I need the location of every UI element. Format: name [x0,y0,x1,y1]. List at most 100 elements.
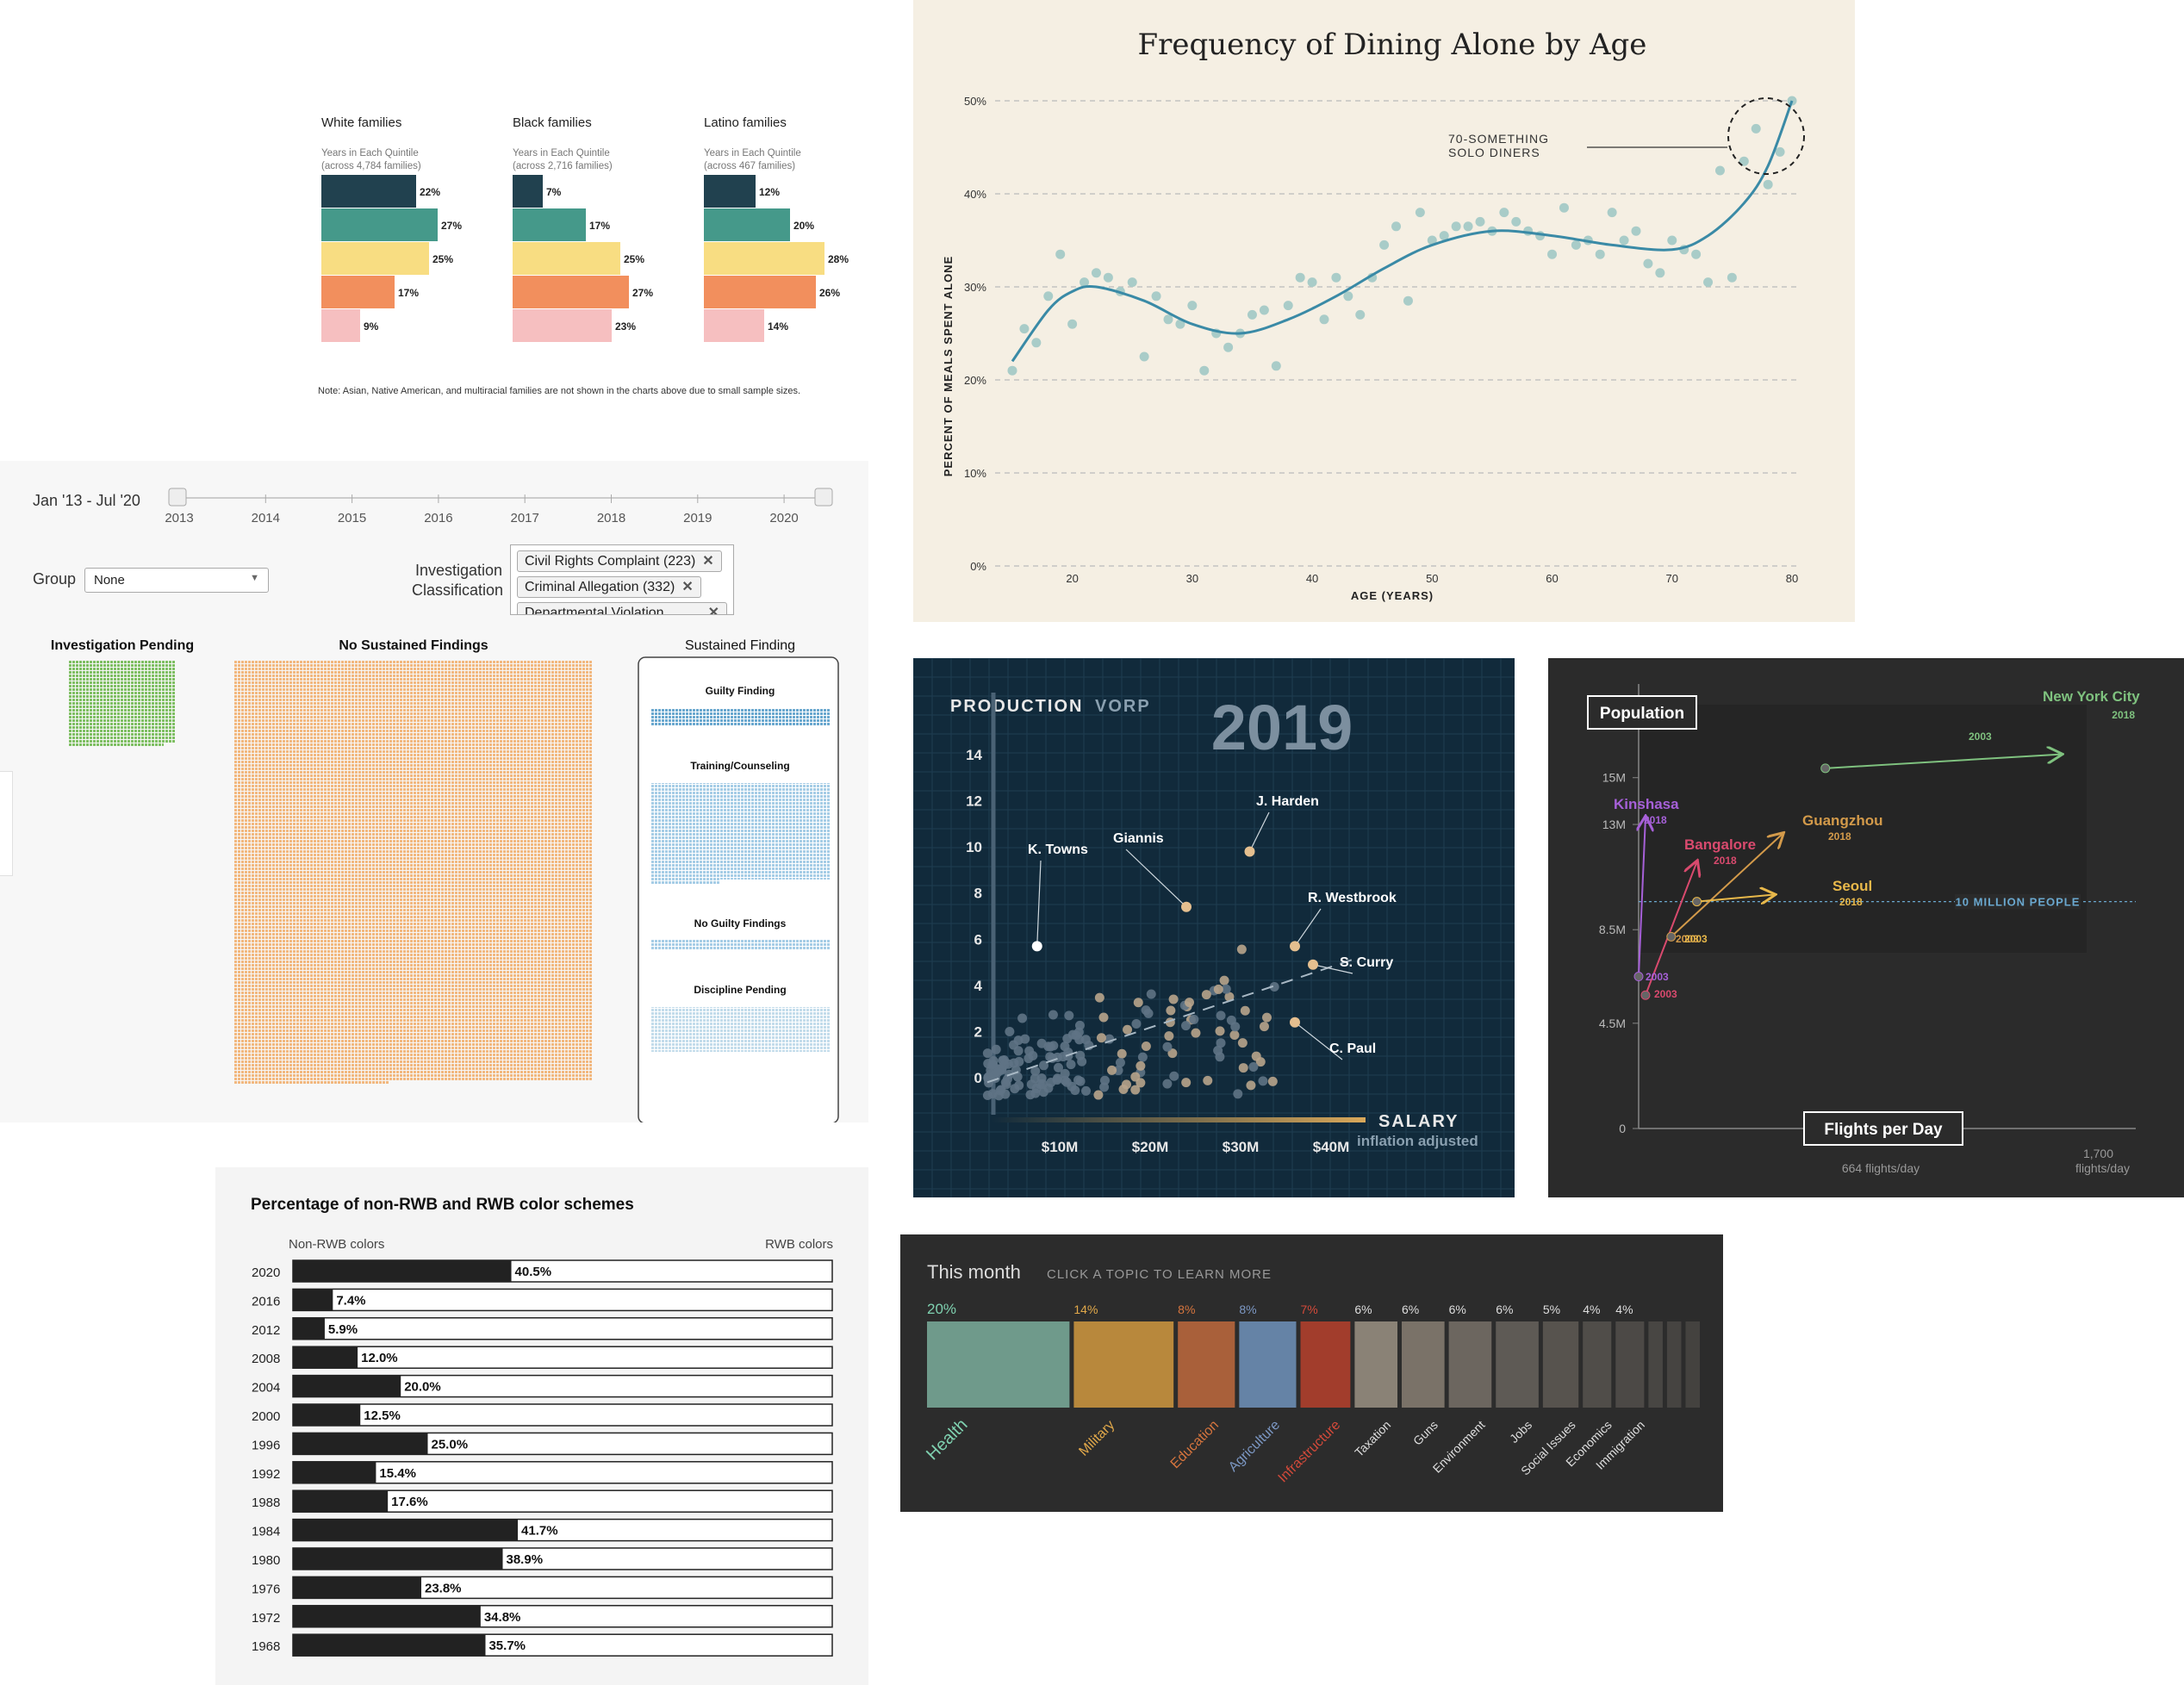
wealth-bar-label: 25% [624,253,644,265]
topic-bar[interactable] [1496,1321,1539,1408]
dining-point [1739,156,1749,166]
cities-start-point [1820,763,1831,774]
slider-handle-start[interactable] [168,488,187,507]
topic-bar[interactable] [1685,1321,1700,1408]
cities-x-title: Flights per Day [1824,1121,1943,1139]
dining-point [1295,272,1305,283]
slider-year-label: 2016 [424,511,452,525]
nba-player-point [1093,1090,1104,1100]
topic-pct-label: 6% [1402,1303,1419,1316]
slider-year-label: 2014 [252,511,280,525]
nba-player-point [1030,1088,1041,1098]
sub-guilty-title: Guilty Finding [706,685,775,697]
date-range-slider[interactable]: 2013 2014 2015 2016 2017 2018 2019 2020 [0,461,868,530]
nba-player-point [982,1091,992,1101]
topic-bar[interactable] [1448,1321,1492,1408]
dining-point [1283,301,1293,311]
waffle-guilty [650,708,830,725]
close-icon[interactable]: ✕ [707,606,719,615]
rwb-bar [293,1548,503,1570]
topic-name-label[interactable]: Guns [1410,1418,1440,1448]
nba-player-point [988,1060,999,1070]
topic-bar[interactable] [1300,1321,1351,1408]
rwb-bar [293,1375,401,1397]
nba-player-point [1064,1010,1074,1021]
topic-bar[interactable] [1239,1321,1297,1408]
topic-name-label[interactable]: Military [1076,1418,1117,1459]
topic-bar[interactable] [927,1321,1070,1408]
nba-player-point [991,1044,1001,1054]
rwb-year-label: 2016 [252,1294,280,1309]
filter-chip[interactable]: Criminal Allegation (332) ✕ [517,576,701,598]
nba-player-point [1130,1085,1141,1095]
dining-point [1391,221,1402,232]
nba-star-point [1244,846,1255,857]
nba-player-point [1233,1089,1243,1099]
nba-player-point [1013,1035,1024,1046]
wealth-bar-label: 27% [441,220,462,232]
cities-x-title-box [1803,1111,1963,1146]
nba-player-point [1060,1075,1070,1085]
close-icon[interactable]: ✕ [681,580,694,594]
topic-bar[interactable] [1073,1321,1174,1408]
nba-player-label: R. Westbrook [1308,891,1397,905]
cities-arrow [1645,861,1697,996]
topic-bar[interactable] [1648,1321,1663,1408]
nba-player-point [1162,1041,1173,1052]
close-icon[interactable]: ✕ [702,554,714,569]
topic-name-label[interactable]: Jobs [1507,1418,1534,1446]
dining-y-tick: 10% [964,467,986,480]
topic-bar[interactable] [1583,1321,1612,1408]
nba-label-leader [1294,908,1322,947]
dining-y-tick: 30% [964,281,986,294]
nba-star-point [1031,941,1042,952]
nba-player-point [1133,998,1143,1008]
dining-point [1355,309,1366,320]
wealth-bar [513,208,586,241]
topic-name-label[interactable]: Infrastructure [1276,1418,1344,1486]
nba-player-point [1229,1030,1240,1041]
topic-bar[interactable] [1402,1321,1445,1408]
cities-threshold-label: 10 MILLION PEOPLE [1956,896,2081,909]
topic-name-label[interactable]: Taxation [1352,1418,1393,1459]
classification-multiselect[interactable]: Civil Rights Complaint (223) ✕ Criminal A… [510,544,734,615]
dining-point [1427,235,1437,246]
nba-player-point [1013,1046,1024,1056]
wealth-panel-subtitle: (across 467 families) [704,161,795,171]
topic-bar[interactable] [1542,1321,1579,1408]
filter-chip[interactable]: Departmental Violation ✕ [517,602,727,615]
dining-point [1103,272,1113,283]
wealth-bar-label: 17% [398,287,419,299]
nba-player-label: Giannis [1113,831,1164,846]
nba-player-point [1096,1033,1106,1043]
rwb-bar [293,1519,519,1541]
group-select[interactable]: None ▼ [84,568,269,593]
topic-name-label[interactable]: Health [923,1415,971,1464]
dining-x-tick: 50 [1426,572,1438,585]
topic-bar[interactable] [1666,1321,1682,1408]
nba-player-point [1130,1072,1141,1082]
nba-label-leader [1312,964,1353,974]
topic-bar[interactable] [1354,1321,1398,1408]
topic-pct-label: 8% [1178,1303,1195,1316]
slider-year-label: 2018 [597,511,625,525]
dining-point [1703,277,1714,288]
slider-handle-end[interactable] [814,488,833,507]
nba-player-point [1074,1035,1085,1045]
dining-point [1619,235,1629,246]
rwb-chart-panel: Percentage of non-RWB and RWB color sche… [215,1167,868,1685]
cities-upper-band [1639,705,2087,953]
topic-name-label[interactable]: Agriculture [1226,1418,1283,1475]
cities-arrow [1671,834,1783,938]
dining-point [1067,319,1078,329]
filter-chip[interactable]: Civil Rights Complaint (223) ✕ [517,550,722,572]
slider-year-label: 2015 [338,511,366,525]
topic-name-label[interactable]: Education [1168,1418,1222,1471]
cities-y-title-box [1587,695,1697,730]
nba-player-point [1167,1048,1178,1059]
nba-player-point [1203,1075,1213,1085]
topic-bar[interactable] [1178,1321,1235,1408]
wealth-bar-label: 12% [759,186,780,198]
nba-player-point [1213,984,1223,994]
topic-bar[interactable] [1615,1321,1645,1408]
